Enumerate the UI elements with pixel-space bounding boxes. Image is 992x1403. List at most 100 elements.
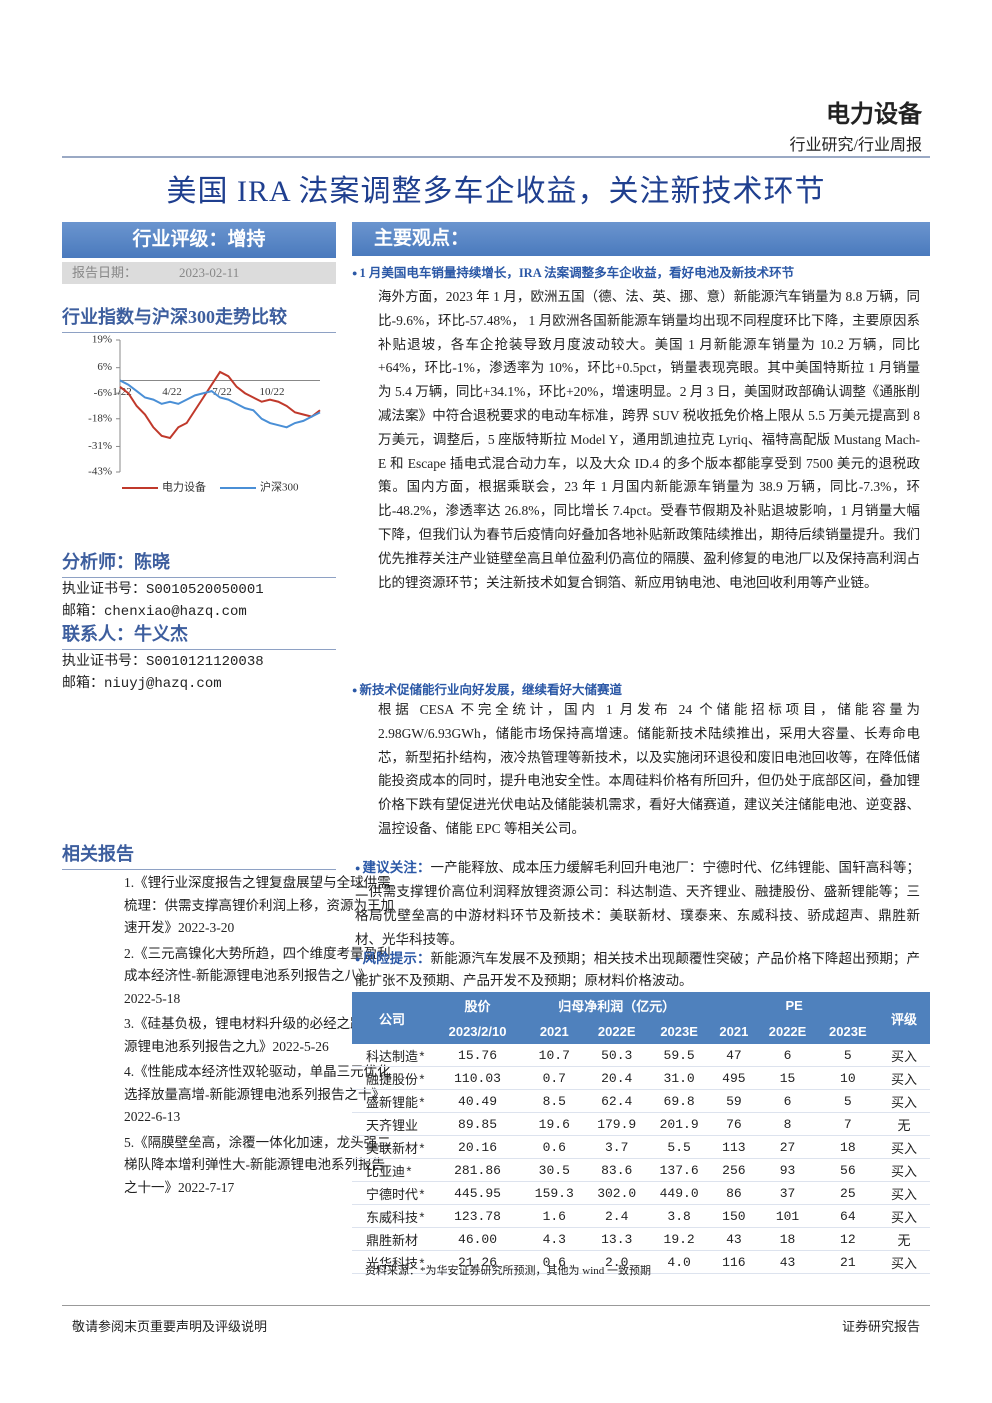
cell: 买入	[878, 1181, 930, 1205]
analyst-cert: 执业证书号：S0010520050001	[62, 582, 264, 598]
cell: 比亚迪*	[352, 1158, 432, 1182]
title: 美国 IRA 法案调整多车企收益，关注新技术环节	[166, 175, 826, 208]
cell: 47	[710, 1044, 758, 1067]
cell: 2.0	[585, 1250, 648, 1274]
cell: 15	[757, 1066, 818, 1090]
cell: 30.5	[523, 1158, 586, 1182]
footer-right: 证券研究报告	[841, 1319, 920, 1334]
date-row: 报告日期： 2023-02-11	[62, 262, 336, 284]
cell: 0.6	[523, 1135, 586, 1159]
point-text: 海外方面，2023 年 1 月，欧洲五国（德、法、英、挪、意）新能源汽车销量为 …	[378, 289, 920, 590]
report-type: 行业研究/行业周报	[789, 137, 922, 154]
risk: 风险提示：新能源汽车发展不及预期；相关技术出现颠覆性突破；产品价格下降超出预期；…	[355, 948, 920, 991]
cell: 买入	[878, 1250, 930, 1274]
th: 2023/2/10	[432, 1018, 524, 1044]
cell: 201.9	[647, 1112, 711, 1136]
cell: 37	[757, 1181, 818, 1205]
th: 2021	[710, 1018, 758, 1044]
point-text: 根据 CESA 不完全统计，国内 1 月发布 24 个储能招标项目，储能容量为 …	[378, 702, 920, 836]
cell: 76	[710, 1112, 758, 1136]
y-tick-label: -6%	[94, 387, 112, 399]
cell: 买入	[878, 1089, 930, 1113]
cell: 110.03	[432, 1066, 524, 1090]
cell: 101	[757, 1204, 818, 1228]
cell: 27	[757, 1135, 818, 1159]
cell: 123.78	[432, 1204, 524, 1228]
chart-title: 行业指数与沪深300走势比较	[62, 303, 336, 333]
footer-left: 敬请参阅末页重要声明及评级说明	[72, 1319, 268, 1334]
cell: 159.3	[523, 1181, 586, 1205]
cell: 43	[757, 1250, 818, 1274]
cell: 19.2	[647, 1227, 711, 1251]
cell: 4.0	[647, 1250, 711, 1274]
cell: 445.95	[432, 1181, 524, 1205]
cell: 2.4	[585, 1204, 648, 1228]
th: 归母净利润（亿元）	[523, 992, 711, 1018]
row: 盛新锂能* 40.49 8.5 62.4 69.8 59 6 5 买入	[352, 1089, 930, 1113]
cell: 无	[878, 1112, 930, 1136]
cell: 10	[817, 1066, 878, 1090]
x-tick-label: 1/22	[112, 386, 132, 398]
cell: 449.0	[647, 1181, 711, 1205]
cell: 31.0	[647, 1066, 711, 1090]
suggest-text: 一产能释放、成本压力缓解毛利回升电池厂：宁德时代、亿纬锂能、国轩高科等；二供需支…	[355, 860, 921, 947]
cell: 买入	[878, 1135, 930, 1159]
cell: 5.5	[647, 1135, 711, 1159]
th: 股价	[432, 992, 524, 1018]
cell: 46.00	[432, 1227, 524, 1251]
row: 天齐锂业 89.85 19.6 179.9 201.9 76 8 7 无	[352, 1112, 930, 1136]
cell: 无	[878, 1227, 930, 1251]
row: 东威科技* 123.78 1.6 2.4 3.8 150 101 64 买入	[352, 1204, 930, 1228]
y-tick-label: 6%	[97, 361, 112, 373]
related-item: 4.《性能成本经济性双轮驱动，单晶三元优化选择放量高增-新能源锂电池系列报告之十…	[124, 1064, 391, 1124]
cell: 18	[757, 1227, 818, 1251]
cell: 69.8	[647, 1089, 711, 1113]
cell: 光华科技*	[352, 1250, 432, 1274]
related-item: 2.《三元高镍化大势所趋，四个维度考量盈利成本经济性-新能源锂电池系列报告之八》…	[124, 945, 391, 1006]
cell: 256	[710, 1158, 758, 1182]
source: 资料来源：*为华安证券研究所预测，其他为 wind 一致预期	[365, 1265, 651, 1277]
cell: 89.85	[432, 1112, 524, 1136]
related-list: 1.《锂行业深度报告之锂复盘展望与全球供需梳理：供需支撑高锂价利润上移，资源为王…	[62, 872, 395, 1202]
cell: 83.6	[585, 1158, 648, 1182]
series-line	[119, 379, 321, 429]
cell: 15.76	[432, 1044, 524, 1067]
cell: 18	[817, 1135, 878, 1159]
suggest: 建议关注：一产能释放、成本压力缓解毛利回升电池厂：宁德时代、亿纬锂能、国轩高科等…	[355, 856, 920, 952]
suggest-label: 建议关注：	[355, 860, 431, 875]
legend-label: 沪深300	[260, 480, 299, 494]
cell: 20.4	[585, 1066, 648, 1090]
cell: 7	[817, 1112, 878, 1136]
cell: 150	[710, 1204, 758, 1228]
main-heading: 主要观点：	[352, 222, 930, 256]
cell: 12	[817, 1227, 878, 1251]
y-tick-label: 19%	[92, 334, 112, 346]
th: 2022E	[585, 1018, 648, 1044]
cell: 融捷股份*	[352, 1066, 432, 1090]
y-tick-label: -18%	[88, 412, 112, 424]
cell: 6	[757, 1089, 818, 1113]
cell: 鼎胜新材	[352, 1227, 432, 1251]
contact: 联系人：牛义杰	[62, 620, 336, 650]
cell: 宁德时代*	[352, 1181, 432, 1205]
analyst-email: 邮箱：chenxiao@hazq.com	[62, 604, 247, 620]
cell: 62.4	[585, 1089, 648, 1113]
cell: 东威科技*	[352, 1204, 432, 1228]
cell: 40.49	[432, 1089, 524, 1113]
contact-email: 邮箱：niuyj@hazq.com	[62, 676, 222, 692]
risk-text: 新能源汽车发展不及预期；相关技术出现颠覆性突破；产品价格下降超出预期；产能扩张不…	[355, 951, 921, 988]
cell: 116	[710, 1250, 758, 1274]
cell: 86	[710, 1181, 758, 1205]
date-label: 报告日期：	[72, 265, 138, 280]
cell: 59.5	[647, 1044, 711, 1067]
point-heading: 1 月美国电车销量持续增长，IRA 法案调整多车企收益，看好电池及新技术环节	[352, 262, 930, 281]
cell: 495	[710, 1066, 758, 1090]
cell: 4.3	[523, 1227, 586, 1251]
cell: 5	[817, 1044, 878, 1067]
th: 公司	[352, 992, 432, 1044]
sector: 电力设备	[826, 102, 922, 128]
th: 2023E	[817, 1018, 878, 1044]
cell: 天齐锂业	[352, 1112, 432, 1136]
cell: 25	[817, 1181, 878, 1205]
cell: 13.3	[585, 1227, 648, 1251]
